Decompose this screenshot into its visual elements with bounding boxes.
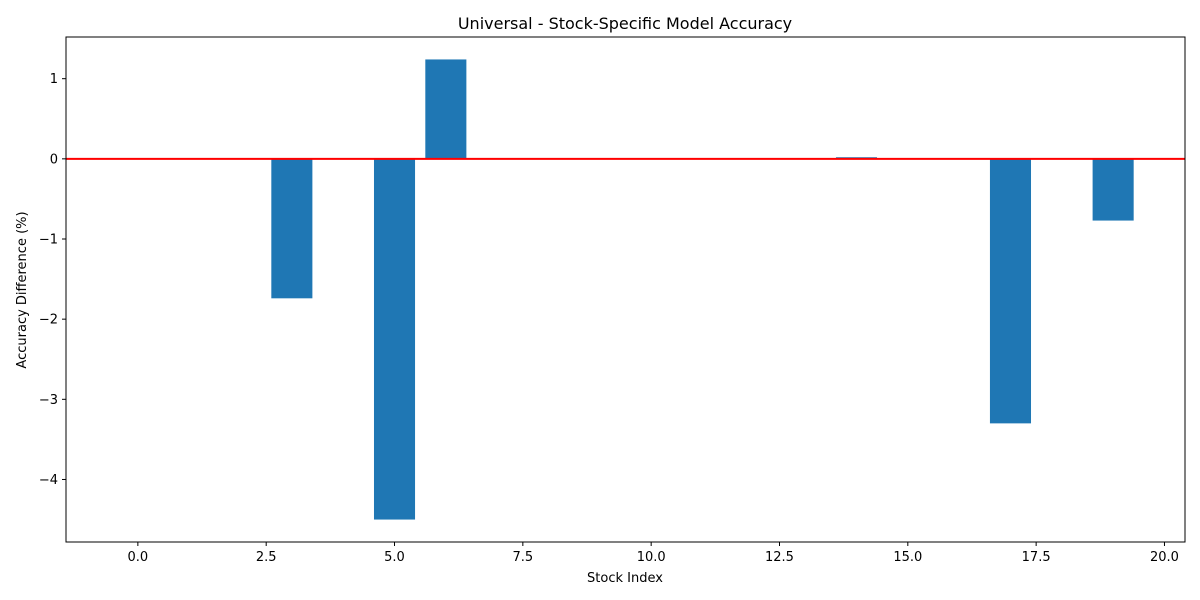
y-axis-ticks: −4 −3 −2 −1 0 1: [39, 72, 66, 488]
y-tick-label: −2: [39, 313, 58, 328]
x-tick-label: 15.0: [893, 550, 922, 565]
bars-group: [271, 59, 1134, 520]
bar-stock-3: [271, 158, 313, 299]
bar-stock-6: [425, 59, 467, 159]
x-tick-label: 12.5: [765, 550, 794, 565]
axes-frame: [65, 36, 1186, 543]
y-axis-label: Accuracy Difference (%): [15, 211, 30, 368]
y-tick-label: 0: [50, 152, 58, 167]
x-tick-label: 10.0: [637, 550, 666, 565]
x-tick-label: 20.0: [1150, 550, 1179, 565]
x-tick-label: 0.0: [128, 550, 149, 565]
y-tick-label: −3: [39, 393, 58, 408]
y-tick-label: −1: [39, 233, 58, 248]
y-tick-label: 1: [50, 72, 58, 87]
x-tick-label: 17.5: [1022, 550, 1051, 565]
x-axis-ticks: 0.0 2.5 5.0 7.5 10.0 12.5 15.0 17.5 20.0: [128, 542, 1179, 565]
x-tick-label: 2.5: [256, 550, 277, 565]
chart-title: Universal - Stock-Specific Model Accurac…: [458, 14, 792, 33]
bar-stock-5: [373, 158, 416, 520]
y-tick-label: −4: [39, 473, 58, 488]
x-tick-label: 5.0: [384, 550, 405, 565]
x-axis-label: Stock Index: [587, 571, 663, 586]
bar-stock-19: [1092, 158, 1134, 221]
x-tick-label: 7.5: [512, 550, 533, 565]
bar-stock-17: [989, 158, 1032, 424]
